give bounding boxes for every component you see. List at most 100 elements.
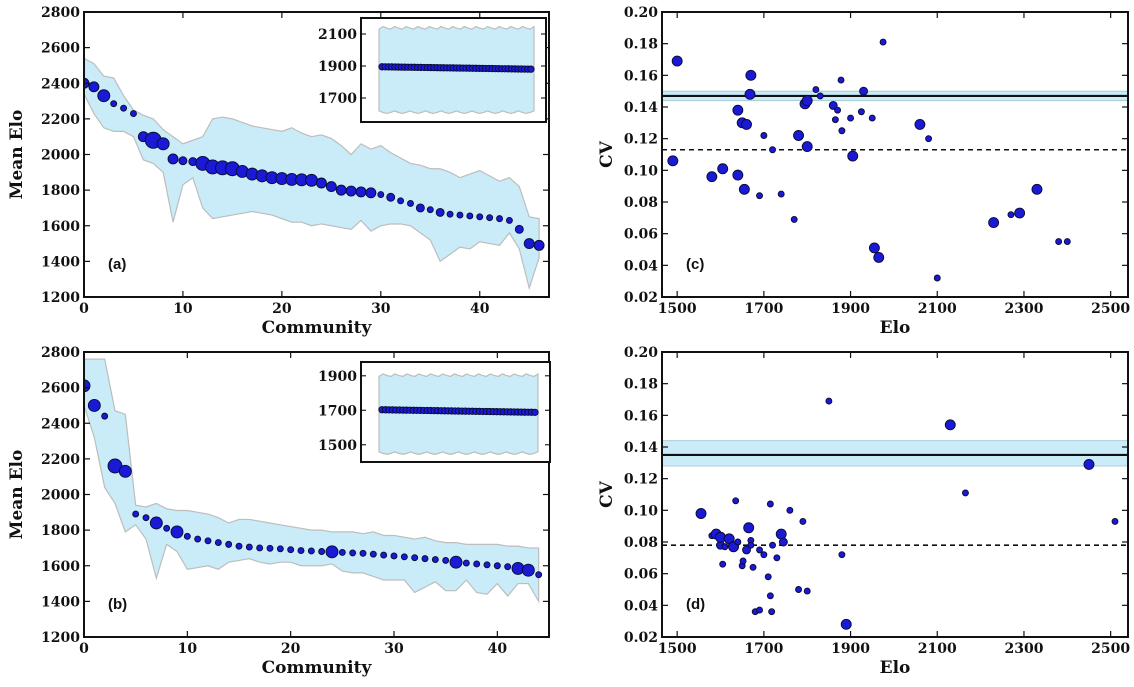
cv-point bbox=[738, 183, 750, 195]
mean-elo-point bbox=[170, 525, 184, 539]
x-axis-label: Community bbox=[262, 318, 373, 338]
y-tick-label: 0.02 bbox=[624, 630, 658, 646]
inset-y-tick-label: 1700 bbox=[318, 91, 357, 107]
mean-elo-point bbox=[521, 563, 535, 577]
cv-point bbox=[840, 618, 852, 630]
cv-point bbox=[739, 557, 747, 565]
cv-point bbox=[812, 86, 820, 94]
mean-elo-point bbox=[88, 81, 100, 93]
panel-label: (d) bbox=[686, 596, 705, 613]
panel-label: (b) bbox=[108, 596, 127, 613]
cv-point bbox=[760, 551, 768, 559]
inset-y-tick-label: 1900 bbox=[318, 369, 357, 385]
x-tick-label: 40 bbox=[470, 301, 490, 317]
cv-point bbox=[831, 116, 839, 124]
mean-elo-point bbox=[101, 412, 109, 420]
cv-point bbox=[1014, 207, 1026, 219]
mean-elo-point bbox=[426, 206, 434, 214]
cv-point bbox=[914, 118, 926, 130]
y-tick-label: 0.20 bbox=[624, 5, 658, 21]
x-tick-label: 2300 bbox=[1004, 301, 1043, 317]
x-tick-label: 2300 bbox=[1004, 641, 1043, 657]
y-tick-label: 0.14 bbox=[624, 440, 658, 456]
mean-elo-point bbox=[163, 524, 171, 532]
cv-point bbox=[825, 397, 833, 405]
x-axis-label: Elo bbox=[880, 658, 911, 678]
cv-point bbox=[1111, 517, 1119, 525]
y-axis-label: Mean Elo bbox=[7, 110, 27, 200]
mean-elo-point bbox=[397, 197, 405, 205]
cv-point bbox=[773, 554, 781, 562]
mean-elo-point bbox=[415, 203, 425, 213]
mean-elo-point bbox=[535, 571, 543, 579]
cv-point bbox=[732, 497, 740, 505]
mean-elo-point bbox=[325, 181, 337, 193]
cv-point bbox=[834, 106, 842, 114]
cv-point bbox=[719, 560, 727, 568]
mean-elo-point bbox=[305, 173, 319, 187]
mean-elo-point bbox=[435, 207, 445, 217]
cv-point bbox=[1007, 211, 1015, 219]
mean-elo-point bbox=[297, 547, 305, 555]
cv-point bbox=[1063, 238, 1071, 246]
cv-point bbox=[879, 38, 887, 46]
mean-elo-point bbox=[318, 548, 326, 555]
cv-point bbox=[847, 114, 855, 122]
cv-point bbox=[734, 538, 742, 546]
cv-point bbox=[741, 118, 752, 130]
y-tick-label: 2200 bbox=[41, 452, 80, 468]
cv-point bbox=[868, 114, 876, 122]
y-tick-label: 0.06 bbox=[624, 567, 658, 583]
mean-elo-point bbox=[386, 192, 396, 202]
mean-elo-point bbox=[178, 156, 188, 166]
cv-point bbox=[838, 551, 846, 559]
mean-elo-point bbox=[132, 510, 140, 518]
mean-elo-point bbox=[335, 184, 347, 196]
inset-point bbox=[527, 65, 535, 73]
panel-c: 0.02 0.04 0.06 0.08 0.10 0.12 0.14 0.16 0.18 0.20… bbox=[597, 5, 1130, 338]
cv-point bbox=[799, 517, 807, 525]
y-tick-label: 0.20 bbox=[624, 345, 658, 361]
x-tick-label: 2500 bbox=[1091, 641, 1130, 657]
mean-elo-point bbox=[446, 210, 454, 218]
mean-elo-point bbox=[456, 211, 464, 219]
cv-point bbox=[769, 146, 776, 154]
cv-point bbox=[766, 592, 774, 600]
inset-frame bbox=[360, 361, 551, 463]
x-tick-label: 30 bbox=[384, 641, 404, 657]
y-axis-label: CV bbox=[597, 140, 617, 168]
inset-y-tick-label: 1500 bbox=[318, 438, 357, 454]
cv-point bbox=[749, 563, 757, 571]
mean-elo-point bbox=[130, 110, 137, 117]
elo-range-band bbox=[84, 57, 540, 291]
x-tick-label: 2500 bbox=[1091, 301, 1130, 317]
cv-point bbox=[790, 215, 798, 223]
mean-elo-point bbox=[380, 551, 388, 559]
x-axis-label: Community bbox=[262, 658, 373, 678]
mean-elo-point bbox=[183, 532, 191, 540]
cv-point bbox=[742, 545, 751, 555]
x-tick-label: 30 bbox=[371, 301, 391, 317]
x-tick-label: 2100 bbox=[918, 301, 957, 317]
cv-point bbox=[1083, 458, 1095, 470]
mean-elo-point bbox=[87, 398, 101, 412]
y-tick-label: 0.08 bbox=[624, 535, 658, 551]
mean-elo-point bbox=[325, 545, 339, 559]
mean-elo-point bbox=[225, 540, 233, 548]
y-tick-label: 2800 bbox=[41, 345, 80, 361]
cv-point bbox=[944, 419, 956, 431]
y-tick-label: 0.12 bbox=[624, 472, 658, 488]
y-tick-label: 0.16 bbox=[624, 68, 658, 84]
cv-point bbox=[764, 573, 772, 581]
mean-elo-point bbox=[466, 212, 474, 220]
cv-point bbox=[778, 537, 788, 547]
plot-area bbox=[84, 358, 543, 604]
x-tick-label: 0 bbox=[79, 641, 89, 657]
y-tick-label: 0.10 bbox=[624, 503, 658, 519]
mean-elo-point bbox=[120, 104, 128, 112]
y-tick-label: 0.16 bbox=[624, 408, 658, 424]
cv-point bbox=[793, 130, 804, 141]
y-tick-label: 2000 bbox=[41, 148, 80, 164]
cv-point bbox=[838, 127, 846, 135]
mean-elo-point bbox=[142, 514, 150, 522]
